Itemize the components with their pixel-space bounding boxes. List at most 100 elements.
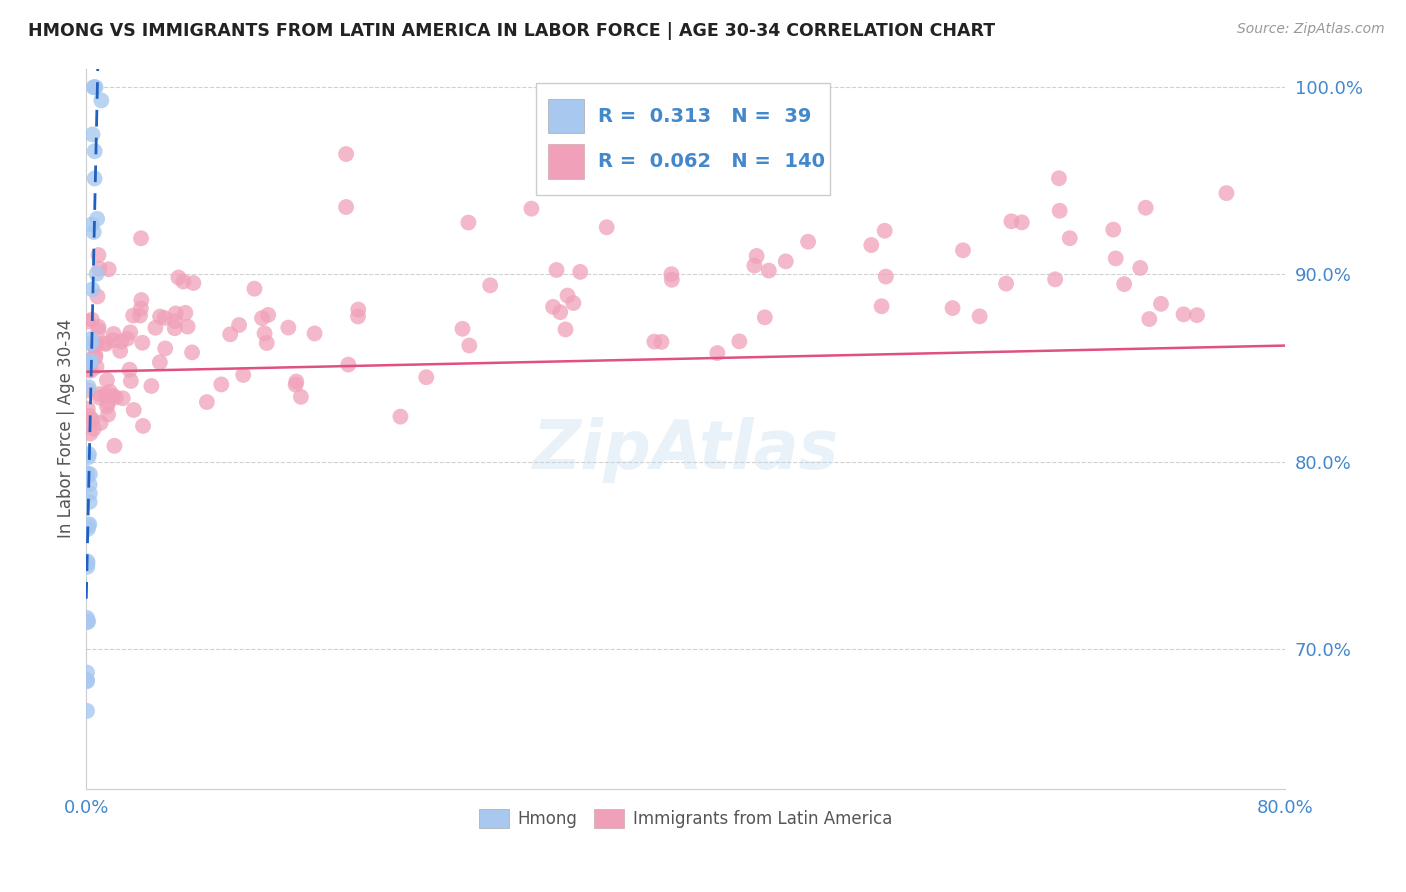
- Point: [131, 293, 153, 307]
- Point: [1000, 214, 1022, 228]
- Point: [84, 80, 107, 95]
- Point: [1135, 201, 1157, 215]
- Point: [337, 358, 360, 372]
- Text: HMONG VS IMMIGRANTS FROM LATIN AMERICA IN LABOR FORCE | AGE 30-34 CORRELATION CH: HMONG VS IMMIGRANTS FROM LATIN AMERICA I…: [28, 22, 995, 40]
- Point: [83, 422, 105, 436]
- Point: [83, 339, 105, 353]
- Text: R =  0.062   N =  140: R = 0.062 N = 140: [598, 152, 825, 171]
- Point: [228, 318, 250, 332]
- Point: [76, 673, 98, 688]
- Point: [347, 302, 370, 317]
- Point: [415, 370, 437, 384]
- Point: [76, 559, 98, 574]
- Point: [335, 147, 357, 161]
- Point: [108, 343, 131, 358]
- Point: [103, 439, 125, 453]
- Point: [76, 674, 98, 689]
- Point: [79, 353, 101, 368]
- Point: [97, 262, 120, 277]
- Point: [132, 418, 155, 433]
- Point: [145, 320, 167, 334]
- Point: [83, 80, 105, 95]
- Point: [569, 265, 592, 279]
- Point: [1105, 252, 1128, 266]
- Point: [77, 380, 100, 394]
- Point: [548, 305, 571, 319]
- Point: [87, 248, 110, 262]
- Point: [77, 447, 100, 461]
- Point: [122, 403, 145, 417]
- Point: [96, 400, 118, 414]
- Point: [969, 310, 991, 324]
- Point: [89, 261, 111, 276]
- Point: [80, 354, 103, 368]
- Point: [82, 282, 104, 296]
- Point: [643, 334, 665, 349]
- Point: [153, 310, 176, 325]
- Point: [875, 269, 897, 284]
- Point: [86, 289, 108, 303]
- Point: [129, 301, 152, 316]
- FancyBboxPatch shape: [536, 83, 830, 194]
- Point: [209, 377, 232, 392]
- Point: [84, 350, 107, 364]
- Text: ZipAtlas: ZipAtlas: [533, 417, 839, 483]
- Point: [183, 276, 205, 290]
- Point: [256, 336, 278, 351]
- Point: [111, 392, 134, 406]
- Point: [706, 346, 728, 360]
- Point: [77, 450, 100, 465]
- Point: [83, 80, 105, 95]
- Point: [80, 312, 103, 326]
- Point: [520, 202, 543, 216]
- Point: [141, 379, 163, 393]
- Point: [129, 309, 152, 323]
- Point: [232, 368, 254, 382]
- Point: [89, 391, 111, 405]
- Point: [97, 408, 120, 422]
- Point: [1114, 277, 1136, 292]
- Legend: Hmong, Immigrants from Latin America: Hmong, Immigrants from Latin America: [472, 803, 898, 835]
- Point: [347, 310, 370, 324]
- Point: [77, 354, 100, 368]
- Point: [83, 145, 105, 159]
- Point: [243, 282, 266, 296]
- Point: [155, 342, 177, 356]
- Point: [290, 390, 312, 404]
- Point: [1011, 215, 1033, 229]
- Point: [181, 345, 204, 359]
- Point: [758, 263, 780, 277]
- Point: [546, 263, 568, 277]
- Point: [79, 467, 101, 482]
- Point: [1102, 222, 1125, 236]
- Point: [554, 322, 576, 336]
- Point: [165, 306, 187, 320]
- Point: [167, 270, 190, 285]
- Point: [451, 322, 474, 336]
- Point: [163, 314, 186, 328]
- Point: [335, 200, 357, 214]
- Point: [1150, 297, 1173, 311]
- Text: Source: ZipAtlas.com: Source: ZipAtlas.com: [1237, 22, 1385, 37]
- Point: [80, 354, 103, 368]
- Point: [86, 336, 108, 351]
- Point: [174, 306, 197, 320]
- Point: [77, 363, 100, 377]
- Point: [80, 218, 103, 232]
- Point: [1059, 231, 1081, 245]
- Point: [87, 323, 110, 337]
- Point: [80, 363, 103, 377]
- Point: [83, 225, 105, 239]
- Point: [98, 384, 121, 399]
- Point: [1049, 203, 1071, 218]
- Point: [775, 254, 797, 268]
- Point: [661, 273, 683, 287]
- Point: [797, 235, 820, 249]
- Point: [83, 171, 105, 186]
- Point: [129, 231, 152, 245]
- Point: [745, 249, 768, 263]
- FancyBboxPatch shape: [548, 99, 583, 134]
- Point: [76, 704, 98, 718]
- Point: [76, 314, 98, 328]
- Point: [77, 356, 100, 370]
